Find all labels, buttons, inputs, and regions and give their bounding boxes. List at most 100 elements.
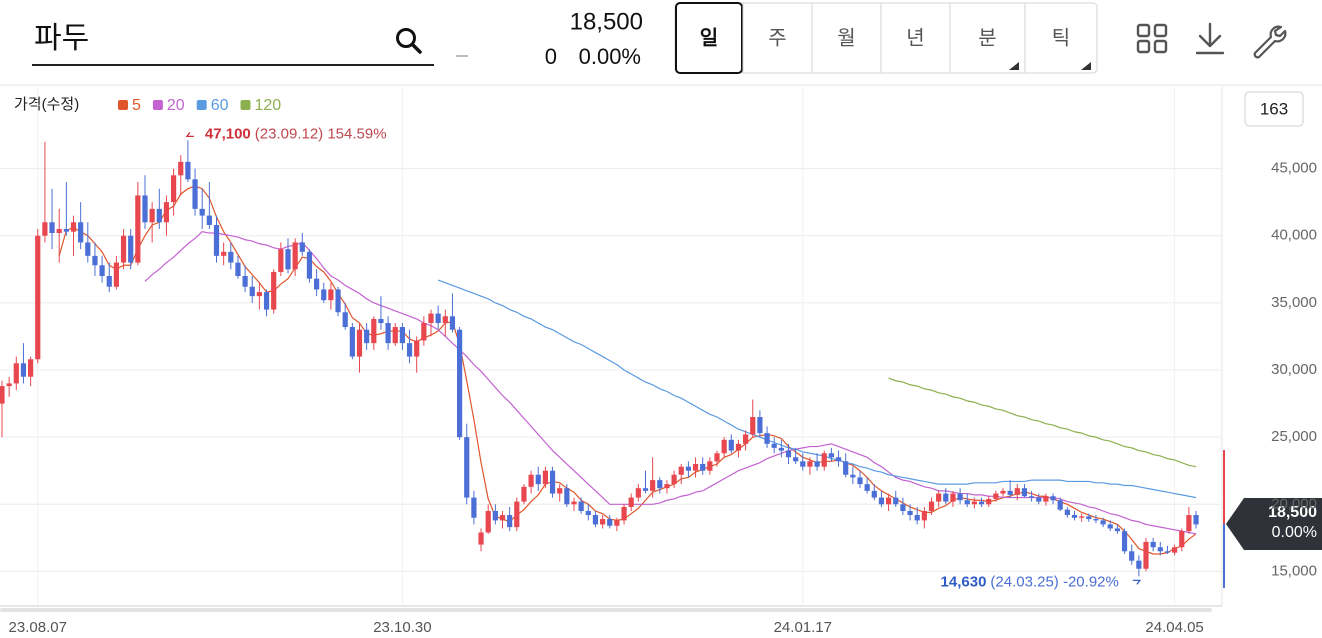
candle-body xyxy=(335,289,341,313)
tab[interactable]: 년 xyxy=(906,26,924,49)
search-box[interactable]: 파두 xyxy=(32,22,434,66)
candle-body xyxy=(20,363,27,377)
candle-body xyxy=(564,488,570,505)
download-icon[interactable] xyxy=(1195,22,1225,55)
candle-body xyxy=(1107,524,1113,529)
candle-body xyxy=(521,486,527,502)
candle-body xyxy=(414,340,420,357)
candle-body xyxy=(499,515,506,521)
annotation-note: (24.03.25) -20.92% xyxy=(990,573,1118,590)
candle-body xyxy=(306,251,313,279)
y-tick-label: 15,000 xyxy=(1271,562,1317,579)
candle-body xyxy=(757,417,763,434)
legend-title: 가격(수정) xyxy=(14,96,79,113)
candle-body xyxy=(514,501,520,528)
legend-label: 5 xyxy=(132,97,141,114)
tab[interactable]: 주 xyxy=(768,27,786,49)
candle-body xyxy=(793,457,799,462)
candle-body xyxy=(1050,496,1056,501)
candle-body xyxy=(457,329,463,438)
candle-body xyxy=(843,461,849,475)
max-annotation: 47,100 (23.09.12) 154.59% xyxy=(185,125,387,142)
tab-menu-corner xyxy=(1081,62,1091,70)
candle-body xyxy=(56,229,62,234)
candle-body xyxy=(800,461,806,467)
candle-body xyxy=(142,195,148,223)
price-tag: 18,500 0.00% xyxy=(1226,498,1322,550)
candle-body xyxy=(671,474,677,485)
candle-body xyxy=(542,470,548,485)
badge-box[interactable] xyxy=(1244,91,1304,127)
scrollbar[interactable] xyxy=(0,608,1212,612)
candle-body xyxy=(878,497,885,505)
candle-body xyxy=(921,511,927,521)
annotation-note: (23.09.12) 154.59% xyxy=(255,125,387,142)
candle-body xyxy=(28,359,34,377)
candle-body xyxy=(900,504,906,511)
legend-label: 60 xyxy=(211,97,229,114)
candle-body xyxy=(871,490,877,498)
candle-body xyxy=(228,251,234,263)
candle-body xyxy=(835,457,842,462)
x-tick-label: 23.10.30 xyxy=(373,619,431,636)
plot: 47,100 (23.09.12) 154.59% 14,630 (24.03.25)… xyxy=(0,88,1222,605)
candle-body xyxy=(957,493,963,501)
candle-body xyxy=(607,519,613,526)
candle-body xyxy=(657,480,663,489)
candle-body xyxy=(106,276,112,287)
candle-body xyxy=(1043,496,1049,502)
candle-body xyxy=(642,488,649,491)
settings-icon[interactable] xyxy=(1253,25,1287,59)
annotation-text: 47,100 (23.09.12) 154.59% xyxy=(205,125,387,142)
candle-body xyxy=(928,501,935,511)
candle-body xyxy=(1093,519,1099,521)
tab[interactable]: 월 xyxy=(837,26,855,49)
candle-body xyxy=(406,343,413,357)
candle-body xyxy=(771,443,777,448)
candle-body xyxy=(256,292,262,297)
candle-body xyxy=(1014,488,1020,495)
candle-body xyxy=(292,242,298,270)
candle-body xyxy=(650,480,656,491)
candle-body xyxy=(392,327,398,344)
search-query: 파두 xyxy=(34,22,89,55)
tab[interactable]: 일 xyxy=(700,26,718,49)
x-tick-label: 24.01.17 xyxy=(774,619,832,636)
candle-body xyxy=(378,318,384,323)
tab[interactable]: 틱 xyxy=(1052,26,1070,49)
candle-body xyxy=(685,466,691,471)
candle-body xyxy=(728,439,734,451)
tab[interactable]: 분 xyxy=(978,27,996,49)
y-tick-label: 30,000 xyxy=(1271,361,1317,378)
candle-body xyxy=(464,437,470,498)
candle-body xyxy=(35,235,41,360)
badge: 163 xyxy=(1260,99,1288,118)
candle-body xyxy=(206,215,212,225)
candle-body xyxy=(1129,551,1135,561)
candle-body xyxy=(571,501,577,505)
candle-body xyxy=(285,249,291,270)
y-tick-label: 20,000 xyxy=(1271,495,1317,512)
candle-body xyxy=(85,242,91,256)
candle-body xyxy=(978,501,985,505)
candle-body xyxy=(199,208,205,216)
y-tick-label: 45,000 xyxy=(1271,160,1317,177)
layout-icon[interactable] xyxy=(1136,23,1168,54)
candle-body xyxy=(221,251,227,256)
x-tick-label: 24.04.05 xyxy=(1145,619,1203,636)
candle-body xyxy=(943,493,949,502)
candle-body xyxy=(435,313,441,323)
candle-body xyxy=(778,447,784,451)
candle-body xyxy=(1150,541,1156,548)
search-icon[interactable] xyxy=(396,28,416,48)
candle-body xyxy=(864,484,870,491)
ma-line xyxy=(888,377,1197,468)
candle-body xyxy=(907,511,913,516)
candle-body xyxy=(342,312,348,328)
candle-body xyxy=(592,515,599,525)
candle-body xyxy=(299,242,305,252)
candle-body xyxy=(578,501,584,511)
